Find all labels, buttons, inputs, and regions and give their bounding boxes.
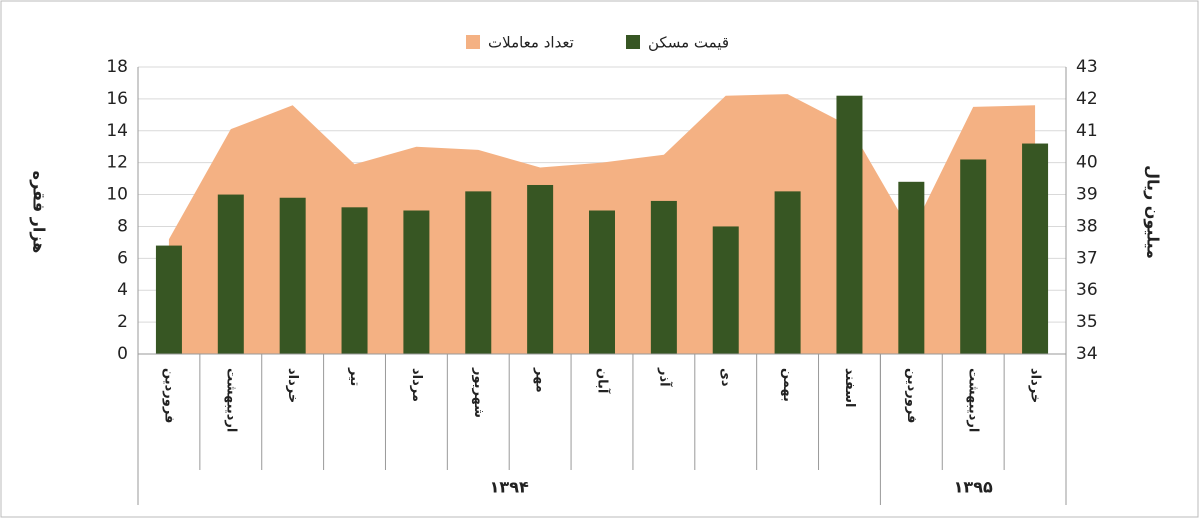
bar — [465, 191, 492, 354]
y2-axis-title: میلیون ریال — [1144, 165, 1163, 259]
bar — [589, 210, 615, 354]
x-tick-label: فروردین — [161, 368, 176, 423]
bar — [712, 226, 739, 354]
x-tick-label: تیر — [347, 367, 362, 386]
bar — [1022, 143, 1049, 354]
bar — [650, 200, 677, 354]
y-tick-label: 4 — [117, 280, 128, 300]
y-tick-label: 10 — [106, 185, 128, 205]
x-tick-label: آذر — [656, 367, 673, 387]
bar — [527, 184, 554, 354]
group-label: ۱۳۹۴ — [490, 478, 529, 497]
x-tick-label: فروردین — [904, 368, 919, 423]
bar — [279, 197, 306, 354]
bar — [403, 210, 430, 354]
legend-swatch — [466, 35, 480, 49]
y-tick-label: 18 — [106, 57, 128, 77]
y2-tick-label: 35 — [1076, 312, 1098, 332]
group-label: ۱۳۹۵ — [954, 478, 993, 497]
y-tick-label: 0 — [117, 344, 128, 364]
y2-tick-label: 36 — [1076, 280, 1098, 300]
y2-tick-label: 42 — [1076, 89, 1098, 109]
x-tick-label: بهمن — [780, 368, 795, 402]
y-axis-title: هزار فقره — [30, 171, 49, 254]
y2-tick-label: 39 — [1076, 185, 1098, 205]
bar — [960, 159, 987, 354]
x-tick-label: شهریور — [471, 367, 486, 418]
y-tick-label: 8 — [117, 216, 128, 236]
x-tick-label: اردیبهشت — [223, 368, 238, 432]
x-tick-label: خرداد — [285, 368, 300, 403]
legend-swatch — [626, 35, 640, 49]
bar — [217, 194, 244, 354]
legend-label: قیمت مسکن — [648, 34, 729, 52]
y2-tick-label: 40 — [1076, 153, 1098, 173]
y2-tick-label: 41 — [1076, 121, 1098, 141]
y2-tick-label: 38 — [1076, 216, 1098, 236]
y-tick-label: 14 — [106, 121, 128, 141]
y-tick-label: 6 — [117, 248, 128, 268]
y-tick-label: 16 — [106, 89, 128, 109]
y-tick-label: 12 — [106, 153, 128, 173]
bar — [341, 207, 368, 354]
y2-tick-label: 43 — [1076, 57, 1098, 77]
x-tick-label: خرداد — [1028, 368, 1043, 403]
bar — [836, 95, 863, 354]
x-tick-label: مهر — [533, 367, 548, 393]
y2-tick-label: 37 — [1076, 248, 1098, 268]
x-tick-label: دی — [718, 368, 733, 387]
y2-tick-label: 34 — [1076, 344, 1098, 364]
x-tick-label: آبان — [595, 368, 612, 394]
x-tick-label: مرداد — [409, 368, 424, 402]
bar — [155, 245, 182, 354]
y-tick-label: 2 — [117, 312, 128, 332]
x-tick-label: اسفند — [842, 368, 857, 407]
x-tick-label: اردیبهشت — [966, 368, 981, 432]
bar — [774, 191, 801, 354]
legend-label: تعداد معاملات — [488, 34, 574, 52]
bar — [898, 181, 925, 354]
